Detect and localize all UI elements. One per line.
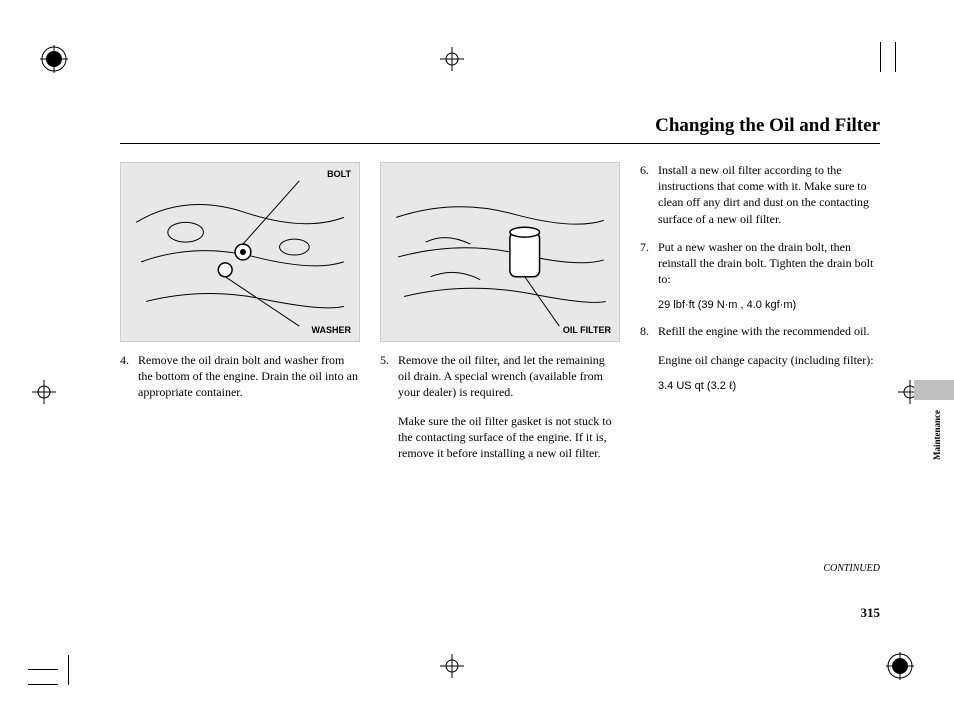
step-text: Remove the oil drain bolt and washer fro… xyxy=(138,352,360,401)
step-text: Install a new oil filter according to th… xyxy=(658,162,880,227)
step-number: 7. xyxy=(640,239,658,288)
step-number: 6. xyxy=(640,162,658,227)
engine-diagram-icon xyxy=(121,163,359,341)
diagram-label-filter: OIL FILTER xyxy=(563,325,611,335)
step-8: 8. Refill the engine with the recommende… xyxy=(640,323,880,367)
continued-label: CONTINUED xyxy=(823,563,880,574)
torque-spec: 29 lbf·ft (39 N·m , 4.0 kgf·m) xyxy=(658,299,880,311)
diagram-bolt-washer: BOLT WASHER xyxy=(120,162,360,342)
step-text: Remove the oil filter, and let the remai… xyxy=(398,353,605,399)
column-2: OIL FILTER 5. Remove the oil filter, and… xyxy=(380,162,620,473)
step-sub-text: Engine oil change capacity (including fi… xyxy=(658,352,880,368)
page-number: 315 xyxy=(861,605,881,621)
step-7: 7. Put a new washer on the drain bolt, t… xyxy=(640,239,880,288)
crop-mark xyxy=(895,42,896,72)
step-5: 5. Remove the oil filter, and let the re… xyxy=(380,352,620,461)
oil-filter-diagram-icon xyxy=(381,163,619,341)
page-title: Changing the Oil and Filter xyxy=(120,115,880,137)
page-content: Changing the Oil and Filter BOLT WASHER xyxy=(120,115,880,473)
registration-mark-icon xyxy=(40,45,68,73)
step-text: Refill the engine with the recommended o… xyxy=(658,324,870,338)
step-6: 6. Install a new oil filter according to… xyxy=(640,162,880,227)
step-body: Refill the engine with the recommended o… xyxy=(658,323,880,367)
step-sub-text: Make sure the oil filter gasket is not s… xyxy=(398,413,620,462)
diagram-oil-filter: OIL FILTER xyxy=(380,162,620,342)
section-tab xyxy=(914,380,954,400)
capacity-spec: 3.4 US qt (3.2 ℓ) xyxy=(658,380,880,392)
step-number: 5. xyxy=(380,352,398,461)
content-columns: BOLT WASHER 4. Remove t xyxy=(120,162,880,473)
step-body: Remove the oil filter, and let the remai… xyxy=(398,352,620,461)
title-row: Changing the Oil and Filter xyxy=(120,115,880,144)
cross-mark-icon xyxy=(440,47,464,71)
step-number: 8. xyxy=(640,323,658,367)
step-4: 4. Remove the oil drain bolt and washer … xyxy=(120,352,360,401)
column-3: 6. Install a new oil filter according to… xyxy=(640,162,880,473)
registration-mark-icon xyxy=(886,652,914,680)
step-number: 4. xyxy=(120,352,138,401)
crop-mark xyxy=(28,669,58,670)
diagram-label-washer: WASHER xyxy=(311,325,351,335)
cross-mark-icon xyxy=(32,380,56,404)
crop-mark xyxy=(28,684,58,685)
crop-mark xyxy=(68,655,69,685)
cross-mark-icon xyxy=(440,654,464,678)
crop-mark xyxy=(880,42,881,72)
step-text: Put a new washer on the drain bolt, then… xyxy=(658,239,880,288)
section-label: Maintenance xyxy=(932,410,942,460)
column-1: BOLT WASHER 4. Remove t xyxy=(120,162,360,473)
diagram-label-bolt: BOLT xyxy=(327,169,351,179)
